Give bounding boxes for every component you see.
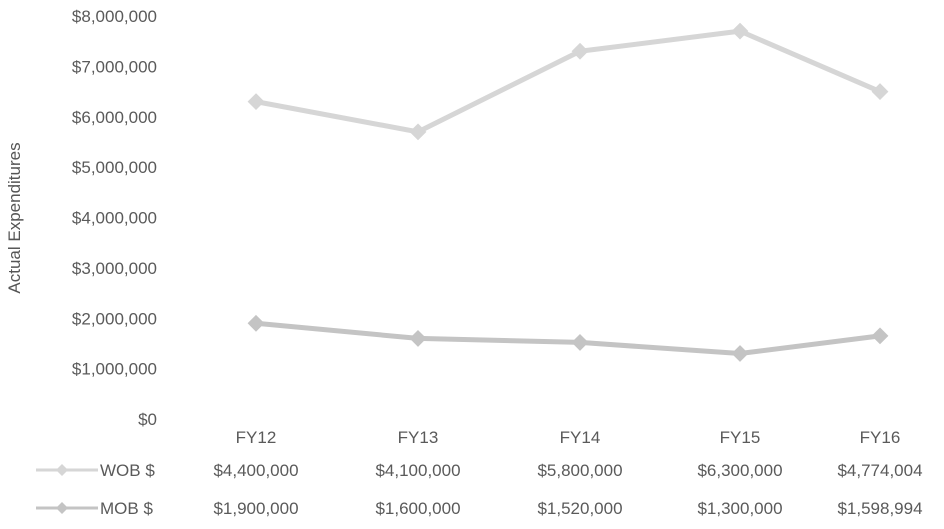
data-point-marker: [409, 329, 427, 347]
y-tick-label: $0: [138, 410, 157, 429]
data-table-value: $4,400,000: [213, 461, 298, 480]
x-category-label: FY13: [398, 428, 439, 447]
data-table-value: $1,900,000: [213, 499, 298, 518]
series-line: [253, 28, 883, 135]
data-point-marker: [247, 93, 265, 111]
x-category-label: FY12: [236, 428, 277, 447]
x-category-label: FY14: [560, 428, 601, 447]
data-point-marker: [731, 345, 749, 362]
data-table-value: $1,520,000: [537, 499, 622, 518]
data-table-value: $5,800,000: [537, 461, 622, 480]
data-point-marker: [409, 123, 427, 141]
data-point-marker: [571, 42, 589, 60]
data-point-marker: [571, 334, 589, 351]
data-point-marker: [871, 83, 889, 100]
x-category-label: FY16: [860, 428, 901, 447]
data-table-value: $6,300,000: [697, 461, 782, 480]
data-point-marker: [247, 314, 265, 332]
data-table-value: $4,774,004: [837, 461, 922, 480]
data-table-value: $1,300,000: [697, 499, 782, 518]
y-tick-label: $4,000,000: [72, 209, 157, 228]
legend-series-name: MOB $: [100, 499, 153, 518]
y-tick-label: $2,000,000: [72, 309, 157, 328]
legend-key-marker: [56, 464, 68, 476]
y-tick-label: $6,000,000: [72, 108, 157, 127]
data-table-value: $1,600,000: [375, 499, 460, 518]
y-axis-title: Actual Expenditures: [5, 142, 24, 293]
data-table-value: $4,100,000: [375, 461, 460, 480]
y-tick-label: $7,000,000: [72, 57, 157, 76]
x-category-label: FY15: [720, 428, 761, 447]
y-tick-label: $1,000,000: [72, 360, 157, 379]
y-tick-label: $3,000,000: [72, 259, 157, 278]
y-tick-label: $5,000,000: [72, 158, 157, 177]
y-tick-label: $8,000,000: [72, 7, 157, 26]
data-table-value: $1,598,994: [837, 499, 922, 518]
series-line: [253, 320, 883, 357]
data-point-marker: [731, 22, 749, 40]
legend-key-marker: [56, 502, 68, 514]
data-point-marker: [871, 327, 889, 345]
legend-series-name: WOB $: [100, 461, 155, 480]
